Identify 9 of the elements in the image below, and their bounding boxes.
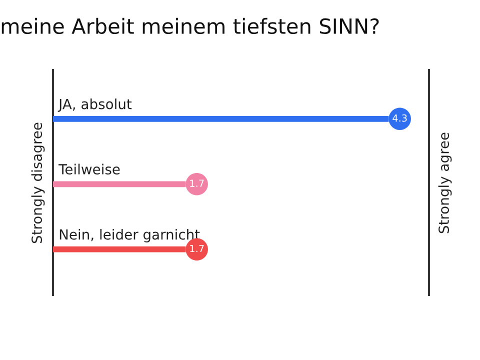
data-label: 4.3 [392,114,407,122]
data-label: 1.7 [190,180,204,187]
chart-title: meine Arbeit meinem tiefsten SINN? [2,18,379,34]
text: Strongly agree [438,132,452,234]
data-label: 1.7 [190,244,204,252]
y-tick-label: JA, absolut [58,98,132,112]
text: Strongly disagree [31,122,45,244]
y-tick-label: Nein, leider garnicht [60,228,200,242]
y-tick-label: Teilweise [58,164,120,174]
